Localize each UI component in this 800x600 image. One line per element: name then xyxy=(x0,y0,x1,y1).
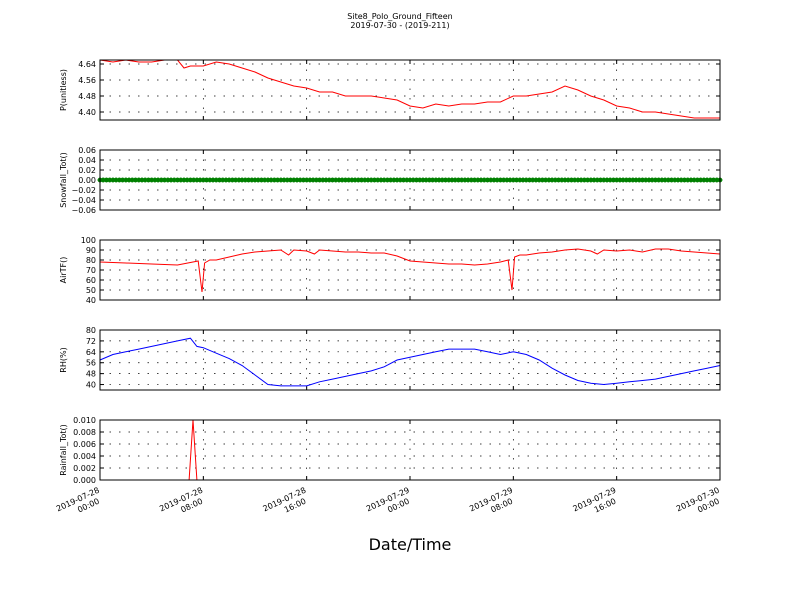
panel-frame xyxy=(99,59,721,121)
y-tick-label: 100 xyxy=(81,236,96,245)
y-tick-label: −0.02 xyxy=(71,186,96,195)
y-tick-label: 0.008 xyxy=(73,428,96,437)
series-line xyxy=(99,59,720,119)
y-tick-label: 0.010 xyxy=(73,416,96,425)
y-tick-label: 0.006 xyxy=(73,440,96,449)
chart-title: Site8_Polo_Ground_Fifteen xyxy=(347,12,453,21)
y-tick-label: 72 xyxy=(86,337,96,346)
y-tick-label: 4.40 xyxy=(78,108,96,117)
series-line xyxy=(99,337,721,387)
y-tick-label: 50 xyxy=(86,286,96,295)
y-axis-label: P(unitless) xyxy=(59,69,68,111)
panel-frame xyxy=(99,419,721,481)
y-tick-label: 90 xyxy=(86,246,96,255)
y-tick-label: 4.64 xyxy=(78,60,96,69)
y-axis-label: AirTF() xyxy=(59,257,68,284)
y-tick-label: 0.004 xyxy=(73,452,96,461)
y-tick-label: 0.000 xyxy=(73,476,96,485)
y-tick-label: 56 xyxy=(86,359,96,368)
y-tick-label: 64 xyxy=(86,348,96,357)
y-axis-label: RH(%) xyxy=(59,347,68,372)
y-tick-label: 0.04 xyxy=(78,156,96,165)
series-line xyxy=(99,248,721,293)
y-tick-label: 4.56 xyxy=(78,76,96,85)
y-axis-label: Rainfall_Tot() xyxy=(59,424,68,476)
y-tick-label: 80 xyxy=(86,256,96,265)
y-axis-label: Snowfall_Tot() xyxy=(59,152,68,208)
y-tick-label: 0.02 xyxy=(78,166,96,175)
y-tick-label: 40 xyxy=(86,381,96,390)
y-tick-label: 70 xyxy=(86,266,96,275)
y-tick-label: 48 xyxy=(86,370,96,379)
y-tick-label: 0.06 xyxy=(78,146,96,155)
panel-frame xyxy=(99,329,721,391)
x-axis-label: Date/Time xyxy=(368,535,452,554)
y-tick-label: 60 xyxy=(86,276,96,285)
y-tick-label: 0.002 xyxy=(73,464,96,473)
y-tick-label: 4.48 xyxy=(78,92,96,101)
y-tick-label: −0.04 xyxy=(71,196,96,205)
y-tick-label: 40 xyxy=(86,296,96,305)
panel-frame xyxy=(99,239,721,301)
y-tick-label: 0.00 xyxy=(78,176,96,185)
chart-subtitle: 2019-07-30 - (2019-211) xyxy=(350,21,450,30)
y-tick-label: 80 xyxy=(86,326,96,335)
panel-frame xyxy=(99,149,721,211)
y-tick-label: −0.06 xyxy=(71,206,96,215)
